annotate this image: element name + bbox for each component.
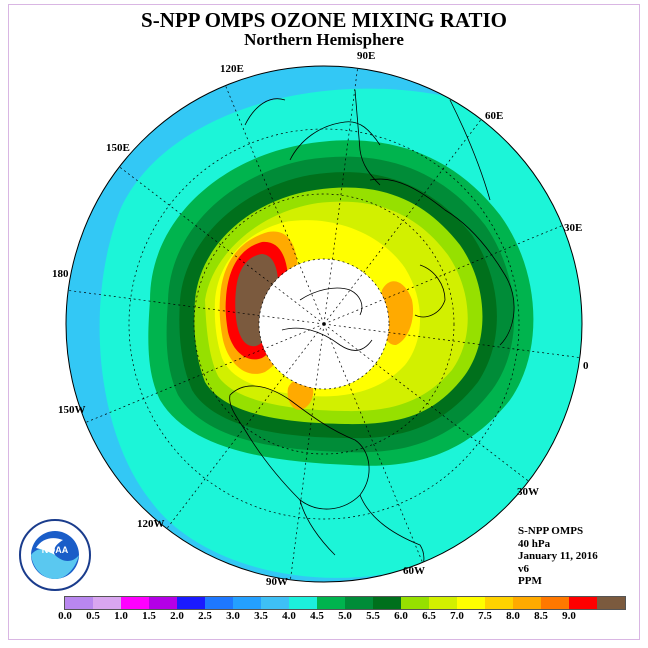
colorbar-tick-label: 0.5 (86, 610, 100, 622)
colorbar-swatch (205, 597, 233, 609)
colorbar-swatch (429, 597, 457, 609)
colorbar-swatch (65, 597, 93, 609)
product-info: S-NPP OMPS 40 hPa January 11, 2016 v6 PP… (518, 525, 598, 588)
lon-label-180: 180 (52, 268, 69, 280)
colorbar-tick-label: 4.0 (282, 610, 296, 622)
info-date: January 11, 2016 (518, 550, 598, 562)
info-version: v6 (518, 562, 529, 575)
colorbar-swatch (149, 597, 177, 609)
lon-label-120e: 120E (220, 63, 244, 75)
colorbar-tick-label: 6.0 (394, 610, 408, 622)
colorbar-swatch (513, 597, 541, 609)
colorbar-swatch (569, 597, 597, 609)
info-instrument: S-NPP OMPS (518, 525, 584, 537)
colorbar-tick-label: 8.0 (506, 610, 520, 622)
colorbar-swatch (457, 597, 485, 609)
figure-frame (8, 4, 640, 640)
lon-label-60e: 60E (485, 110, 504, 122)
graticule (66, 66, 582, 582)
lon-label-90e: 90E (357, 50, 376, 62)
colorbar-swatch (345, 597, 373, 609)
colorbar (64, 596, 626, 610)
colorbar-tick-label: 3.0 (226, 610, 240, 622)
colorbar-tick-label: 9.0 (562, 610, 576, 622)
colorbar-swatch (485, 597, 513, 609)
colorbar-swatch (93, 597, 121, 609)
colorbar-swatch (289, 597, 317, 609)
colorbar-tick-label: 4.5 (310, 610, 324, 622)
lon-label-60w: 60W (403, 565, 425, 577)
colorbar-swatch (541, 597, 569, 609)
lon-label-120w: 120W (137, 518, 165, 530)
colorbar-swatch (373, 597, 401, 609)
info-units: PPM (518, 575, 542, 587)
colorbar-swatch (121, 597, 149, 609)
map-region-orange-south (287, 379, 314, 410)
info-level: 40 hPa (518, 537, 551, 550)
colorbar-tick-label: 8.5 (534, 610, 548, 622)
colorbar-tick-label: 2.0 (170, 610, 184, 622)
colorbar-tick-label: 1.0 (114, 610, 128, 622)
colorbar-tick-label: 2.5 (198, 610, 212, 622)
lon-label-0: 0 (583, 360, 589, 372)
colorbar-tick-label: 6.5 (422, 610, 436, 622)
colorbar-swatch (261, 597, 289, 609)
map-boundary (65, 65, 583, 583)
lon-label-90w: 90W (266, 576, 288, 588)
map-title: S-NPP OMPS OZONE MIXING RATIO (141, 8, 507, 32)
colorbar-swatch (177, 597, 205, 609)
colorbar-tick-label: 1.5 (142, 610, 156, 622)
colorbar-tick-label: 5.5 (366, 610, 380, 622)
colorbar-swatch (317, 597, 345, 609)
colorbar-tick-label: 7.0 (450, 610, 464, 622)
colorbar-swatch (597, 597, 625, 609)
colorbar-tick-label: 5.0 (338, 610, 352, 622)
map-subtitle: Northern Hemisphere (244, 30, 404, 49)
colorbar-tick-label: 0.0 (58, 610, 72, 622)
noaa-logo: NOAA (19, 519, 91, 591)
colorbar-swatch (233, 597, 261, 609)
colorbar-tick-label: 3.5 (254, 610, 268, 622)
colorbar-tick-label: 7.5 (478, 610, 492, 622)
lon-label-30w: 30W (517, 486, 539, 498)
lon-label-30e: 30E (564, 222, 583, 234)
lon-label-150w: 150W (58, 404, 86, 416)
lon-label-150e: 150E (106, 142, 130, 154)
svg-text:NOAA: NOAA (42, 545, 69, 555)
colorbar-swatch (401, 597, 429, 609)
